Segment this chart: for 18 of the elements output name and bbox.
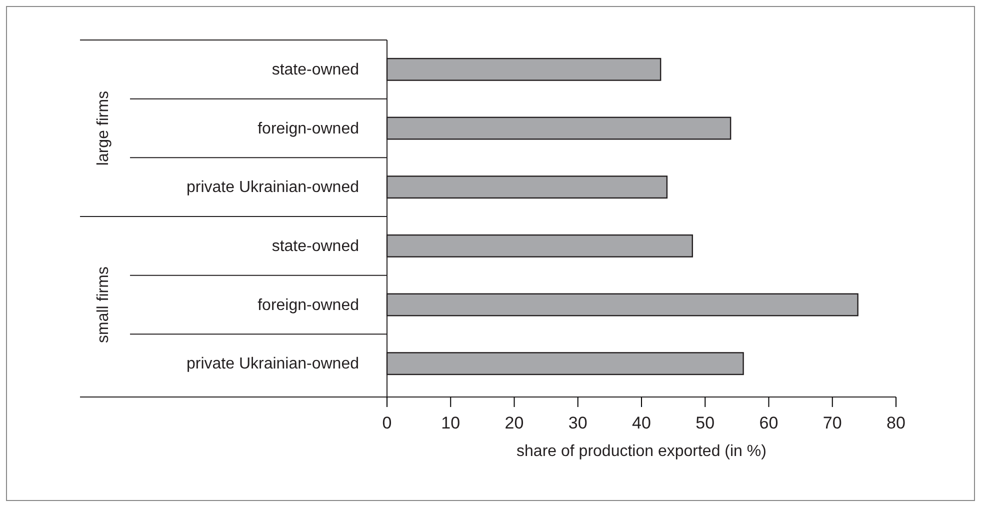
y-tick-label: private Ukrainian-owned [186, 356, 359, 373]
y-tick-label: private Ukrainian-owned [186, 179, 359, 196]
x-tick-label: 70 [822, 414, 842, 433]
x-axis-title: share of production exported (in %) [516, 443, 766, 460]
y-tick-label: state-owned [272, 238, 359, 256]
x-tick-label: 10 [441, 414, 460, 433]
x-tick-label: 50 [696, 414, 715, 433]
text: large firms [95, 90, 112, 166]
x-tick-label: 20 [504, 414, 524, 433]
x-tick-label: 60 [759, 414, 778, 433]
y-tick-label: state-owned [272, 62, 359, 79]
x-tick-label: 0 [382, 414, 392, 433]
text: small firms [95, 266, 112, 343]
x-tick-label: 80 [886, 414, 906, 433]
x-tick-label: 40 [632, 414, 651, 433]
y-tick-label: foreign-owned [258, 296, 359, 314]
y-tick-label: foreign-owned [258, 120, 359, 138]
x-tick-label: 30 [568, 414, 588, 433]
